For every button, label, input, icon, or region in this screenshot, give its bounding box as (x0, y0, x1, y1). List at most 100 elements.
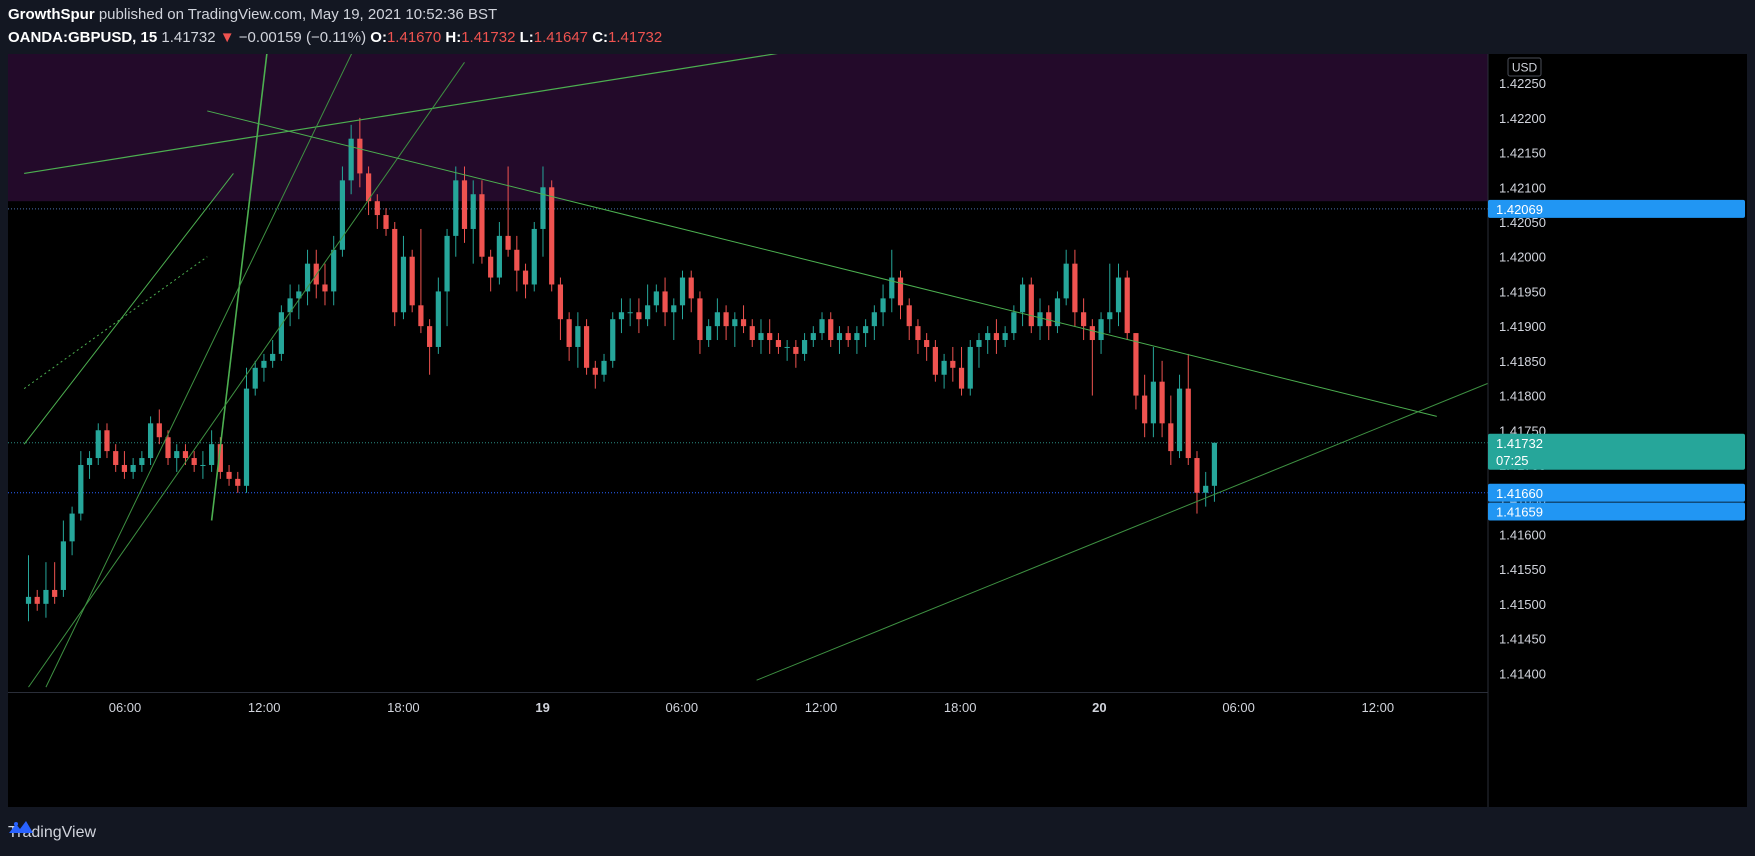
candle (618, 298, 625, 334)
candle-body (1159, 381, 1165, 424)
chart-frame[interactable]: 1.42250 1.42200 1.42150 1.42100 1.42050 1.420… (8, 54, 1747, 807)
down-triangle-icon: ▼ (219, 29, 235, 46)
candle (845, 326, 851, 347)
candle (243, 367, 250, 493)
tradingview-logo-icon[interactable] (8, 818, 34, 836)
candle (1019, 277, 1026, 327)
candle (52, 562, 58, 604)
candle (1176, 374, 1183, 459)
x-tick-label: 06:00 (109, 700, 142, 715)
candle-body (976, 340, 982, 347)
candle (113, 444, 119, 472)
candle-body (200, 464, 206, 466)
candle-body (863, 326, 869, 334)
candle (653, 284, 659, 313)
candle-body (915, 326, 921, 341)
candle (723, 305, 729, 341)
candle (514, 235, 520, 292)
open-label: O: (370, 29, 387, 46)
y-tick-label: 1.41600 (1499, 527, 1546, 542)
candle (1089, 319, 1095, 396)
candle (95, 423, 101, 465)
candle-body (1072, 263, 1078, 313)
candle-body (1002, 333, 1008, 341)
candle (444, 228, 450, 327)
x-tick-label: 18:00 (387, 700, 420, 715)
candle (409, 249, 415, 313)
candle (1107, 263, 1113, 334)
candle-body (479, 194, 485, 257)
chart-svg[interactable]: 1.422501.422001.421501.421001.420501.420… (8, 54, 1747, 807)
candle (139, 451, 145, 472)
candle (339, 166, 346, 257)
candle-body (1211, 442, 1218, 486)
candle-body (383, 215, 389, 229)
candle-body (784, 346, 790, 348)
y-tick-label: 1.42150 (1499, 146, 1546, 161)
candle-body (1185, 388, 1191, 459)
candle-body (810, 333, 816, 341)
candle (270, 340, 276, 368)
candle-body (453, 180, 459, 236)
author-name[interactable]: GrowthSpur (8, 6, 95, 23)
candle (209, 430, 215, 472)
candle (740, 305, 747, 334)
y-tick-label: 1.41450 (1499, 632, 1546, 647)
candle (226, 464, 232, 486)
candle (784, 340, 790, 361)
candle-body (758, 333, 764, 341)
candle-body (60, 541, 66, 590)
close-value: 1.41732 (608, 29, 663, 46)
candle-body (1142, 395, 1148, 424)
candle-body (575, 326, 581, 347)
candle (348, 124, 354, 195)
y-tick-label: 1.41550 (1499, 562, 1546, 577)
candle-body (1046, 312, 1052, 327)
candle-body (688, 277, 694, 299)
candle (200, 451, 206, 479)
candle (758, 319, 764, 354)
candle (950, 346, 956, 382)
candle (261, 353, 267, 382)
candle-body (924, 340, 930, 347)
price-label-text: 1.42069 (1496, 202, 1543, 217)
candle (854, 326, 860, 354)
candle (1203, 471, 1209, 507)
candle-body (557, 284, 564, 320)
candle (1115, 263, 1122, 327)
candle-body (392, 228, 398, 313)
price-label-0: 1.42069 (1488, 199, 1745, 218)
candle (627, 298, 633, 327)
currency-label: USD (1512, 61, 1538, 75)
trendline-3 (28, 62, 465, 688)
trendline-6 (207, 110, 1437, 417)
high-value: 1.41732 (461, 29, 516, 46)
candle (540, 166, 546, 257)
candle (86, 451, 93, 479)
candle (400, 235, 407, 320)
candle (374, 194, 380, 229)
candle-body (880, 298, 886, 313)
x-tick-label: 06:00 (1222, 700, 1255, 715)
candle-body (1054, 298, 1061, 327)
candle (296, 284, 302, 320)
symbol-label[interactable]: OANDA:GBPUSD, 15 (8, 29, 158, 46)
candle-body (793, 346, 799, 354)
x-tick-label: 12:00 (1362, 700, 1395, 715)
candle-body (1063, 263, 1069, 299)
close-label: C: (592, 29, 609, 46)
candle-body (461, 180, 468, 229)
candle (427, 319, 433, 375)
candle-body (801, 340, 808, 354)
price-label-text: 1.41732 (1496, 436, 1543, 451)
candle (357, 117, 363, 188)
candle (819, 312, 825, 341)
candle-body (1019, 284, 1026, 313)
y-tick-label: 1.42100 (1499, 180, 1546, 195)
candle (645, 284, 651, 327)
candle-body (25, 596, 32, 604)
candle (156, 409, 162, 445)
candle-body (226, 471, 232, 479)
candle (287, 284, 293, 327)
candle (121, 451, 128, 479)
